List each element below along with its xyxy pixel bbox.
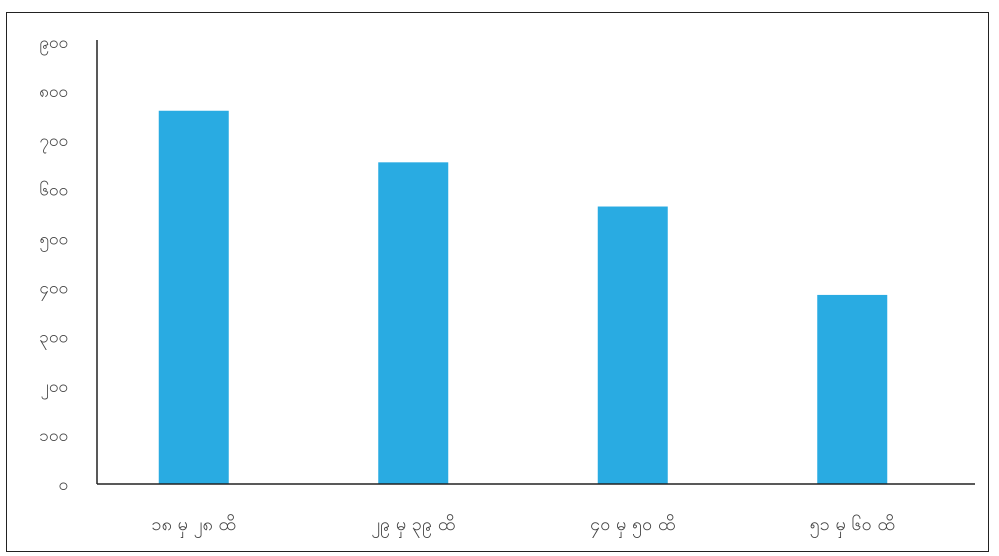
x-tick-label: ၂၉ မှ ၃၉ ထိ xyxy=(371,514,455,538)
y-tick-label: ၄၀၀ xyxy=(39,279,68,302)
bar xyxy=(817,294,888,484)
bars xyxy=(158,110,888,485)
y-tick-label: ၃၀၀ xyxy=(39,328,68,351)
y-tick-label: ၈၀၀ xyxy=(39,82,68,102)
y-tick-label: ၅၀၀ xyxy=(39,229,68,252)
y-tick-label: ၀ xyxy=(58,475,68,495)
bar xyxy=(158,110,229,484)
chart-frame xyxy=(6,12,989,552)
x-tick-labels: ၁၈ မှ ၂၈ ထိ ၂၉ မှ ၃၉ ထိ ၄၀ မှ ၅၀ ထိ ၅၁ မှ ၆… xyxy=(152,514,895,538)
x-tick-label: ၅၁ မှ ၆၀ ထိ xyxy=(810,514,895,538)
y-tick-label: ၇၀၀ xyxy=(39,131,68,154)
x-tick-label: ၁၈ မှ ၂၈ ထိ xyxy=(152,514,236,538)
y-tick-label: ၆၀၀ xyxy=(39,179,68,200)
x-tick-label: ၄၀ မှ ၅၀ ထိ xyxy=(590,514,675,538)
bar xyxy=(378,162,449,485)
y-tick-label: ၁၀၀ xyxy=(39,426,68,446)
bar xyxy=(597,206,668,484)
y-tick-label: ၂၀၀ xyxy=(41,377,68,400)
y-tick-labels: ၀ ၁၀၀ ၂၀၀ ၃၀၀ ၄၀၀ ၅၀၀ ၆၀၀ ၇၀၀ ၈၀၀ ၉၀၀ xyxy=(39,33,68,495)
y-tick-label: ၉၀၀ xyxy=(39,33,68,56)
